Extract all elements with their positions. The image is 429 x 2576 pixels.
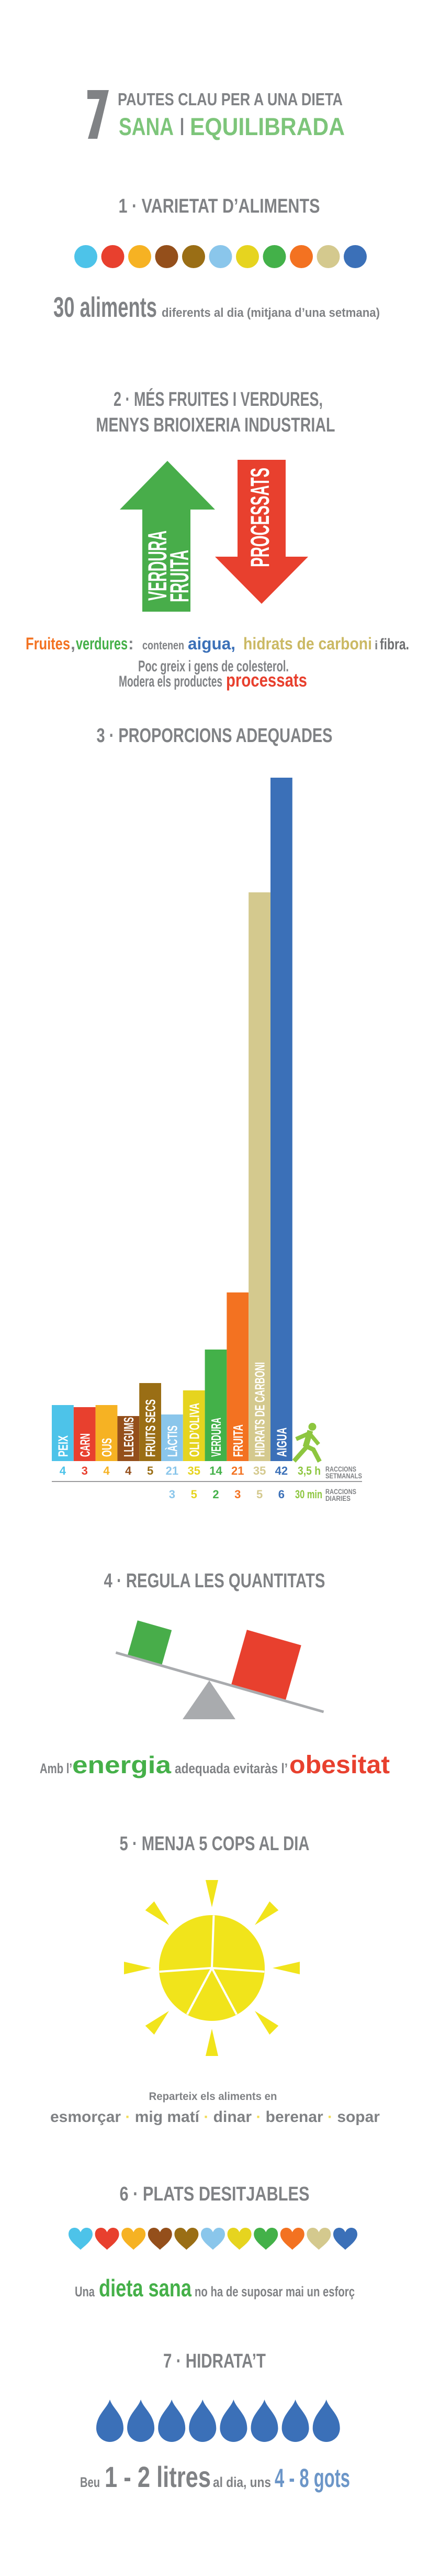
svg-text:FRUITS SECS: FRUITS SECS [143, 1399, 159, 1457]
svg-text:Fruites: Fruites [26, 634, 70, 653]
svg-text:4 - 8 gots: 4 - 8 gots [275, 2463, 350, 2493]
svg-text:6 · PLATS DESITJABLES: 6 · PLATS DESITJABLES [120, 2183, 310, 2205]
svg-text:I: I [180, 113, 184, 140]
svg-text:5 · MENJA 5 COPS AL DIA: 5 · MENJA 5 COPS AL DIA [120, 1833, 310, 1855]
svg-text:AIGUA: AIGUA [274, 1428, 290, 1457]
svg-text:CARN: CARN [77, 1433, 93, 1457]
svg-text:EQUILIBRADA: EQUILIBRADA [190, 113, 345, 140]
svg-text:1 · VARIETAT D’ALIMENTS: 1 · VARIETAT D’ALIMENTS [119, 195, 320, 217]
svg-text:PROCESSATS: PROCESSATS [245, 468, 275, 567]
svg-text:DIARIES: DIARIES [325, 1495, 351, 1502]
svg-text:OLI D’OLIVA: OLI D’OLIVA [186, 1403, 202, 1457]
svg-text:RACCIONS: RACCIONS [325, 1488, 356, 1496]
svg-text:5: 5 [191, 1488, 197, 1501]
svg-text:no ha de suposar mai un esforç: no ha de suposar mai un esforç [195, 2284, 355, 2299]
svg-text:30 min: 30 min [295, 1488, 322, 1501]
svg-text:Beu: Beu [80, 2474, 100, 2490]
svg-text:fibra.: fibra. [380, 636, 409, 653]
svg-text:processats: processats [226, 669, 307, 691]
svg-text:verdures: verdures [76, 634, 128, 653]
svg-text:Modera els productes: Modera els productes [119, 673, 222, 690]
svg-text:1 - 2 litres: 1 - 2 litres [105, 2460, 211, 2493]
svg-text:PAUTES CLAU PER A UNA DIETA: PAUTES CLAU PER A UNA DIETA [118, 90, 343, 109]
svg-text:energia: energia [72, 1751, 171, 1778]
svg-text:42: 42 [275, 1464, 288, 1477]
svg-text:4: 4 [60, 1464, 66, 1477]
svg-text:i: i [375, 638, 378, 652]
svg-text:21: 21 [231, 1464, 244, 1477]
svg-text:3,5 h: 3,5 h [298, 1464, 321, 1477]
svg-text:SETMANALS: SETMANALS [325, 1472, 362, 1480]
svg-text:35: 35 [253, 1464, 266, 1477]
svg-text:5: 5 [147, 1464, 153, 1477]
svg-text:LÀCTIS: LÀCTIS [165, 1425, 180, 1457]
svg-text:Amb l’: Amb l’ [40, 1761, 72, 1776]
svg-text:30 aliments: 30 aliments [53, 292, 157, 323]
svg-text:,: , [71, 634, 75, 653]
svg-text:contenen: contenen [142, 638, 184, 652]
svg-text::: : [128, 634, 134, 653]
svg-text:OUS: OUS [99, 1438, 115, 1457]
svg-text:FRUITA: FRUITA [165, 550, 194, 602]
svg-text:adequada evitaràs l’: adequada evitaràs l’ [175, 1761, 288, 1776]
svg-text:RACCIONS: RACCIONS [325, 1465, 356, 1473]
svg-text:4 · REGULA LES QUANTITATS: 4 · REGULA LES QUANTITATS [104, 1570, 325, 1592]
svg-text:diferents al dia (mitjana d’un: diferents al dia (mitjana d’una setmana) [162, 306, 380, 320]
svg-text:Reparteix els aliments en: Reparteix els aliments en [149, 2091, 277, 2103]
svg-text:3: 3 [82, 1464, 88, 1477]
svg-text:3 · PROPORCIONS ADEQUADES: 3 · PROPORCIONS ADEQUADES [97, 725, 333, 747]
svg-text:FRUITA: FRUITA [230, 1424, 246, 1457]
svg-text:4: 4 [125, 1464, 132, 1477]
svg-text:PEIX: PEIX [55, 1435, 71, 1457]
svg-text:7 · HIDRATA’T: 7 · HIDRATA’T [163, 2350, 266, 2372]
svg-text:21: 21 [166, 1464, 178, 1477]
svg-text:VERDURA: VERDURA [208, 1418, 224, 1457]
svg-text:Poc greix i gens de colesterol: Poc greix i gens de colesterol. [138, 658, 289, 675]
svg-text:4: 4 [103, 1464, 110, 1477]
svg-text:esmorçar · mig matí · dinar ·: esmorçar · mig matí · dinar · berenar · … [50, 2108, 380, 2126]
svg-text:HIDRATS DE CARBONI: HIDRATS DE CARBONI [252, 1362, 268, 1457]
svg-text:Una: Una [75, 2284, 95, 2299]
svg-text:VERDURA: VERDURA [143, 530, 172, 601]
svg-text:al dia, uns: al dia, uns [213, 2474, 271, 2490]
svg-text:aigua,: aigua, [188, 634, 235, 653]
svg-text:3: 3 [234, 1488, 241, 1501]
svg-text:3: 3 [169, 1488, 175, 1501]
svg-text:LLEGUMS: LLEGUMS [121, 1417, 137, 1457]
svg-text:35: 35 [187, 1464, 200, 1477]
svg-text:SANA: SANA [119, 113, 174, 140]
svg-text:hidrats de carboni: hidrats de carboni [243, 634, 372, 653]
svg-text:2: 2 [212, 1488, 219, 1501]
svg-text:5: 5 [256, 1488, 263, 1501]
svg-text:14: 14 [209, 1464, 222, 1477]
svg-text:dieta sana: dieta sana [99, 2274, 191, 2302]
svg-text:MENYS BRIOIXERIA INDUSTRIAL: MENYS BRIOIXERIA INDUSTRIAL [96, 414, 335, 436]
svg-text:2 · MÉS FRUITES I VERDURES,: 2 · MÉS FRUITES I VERDURES, [114, 388, 323, 411]
svg-text:obesitat: obesitat [289, 1751, 390, 1779]
svg-text:6: 6 [278, 1488, 285, 1501]
